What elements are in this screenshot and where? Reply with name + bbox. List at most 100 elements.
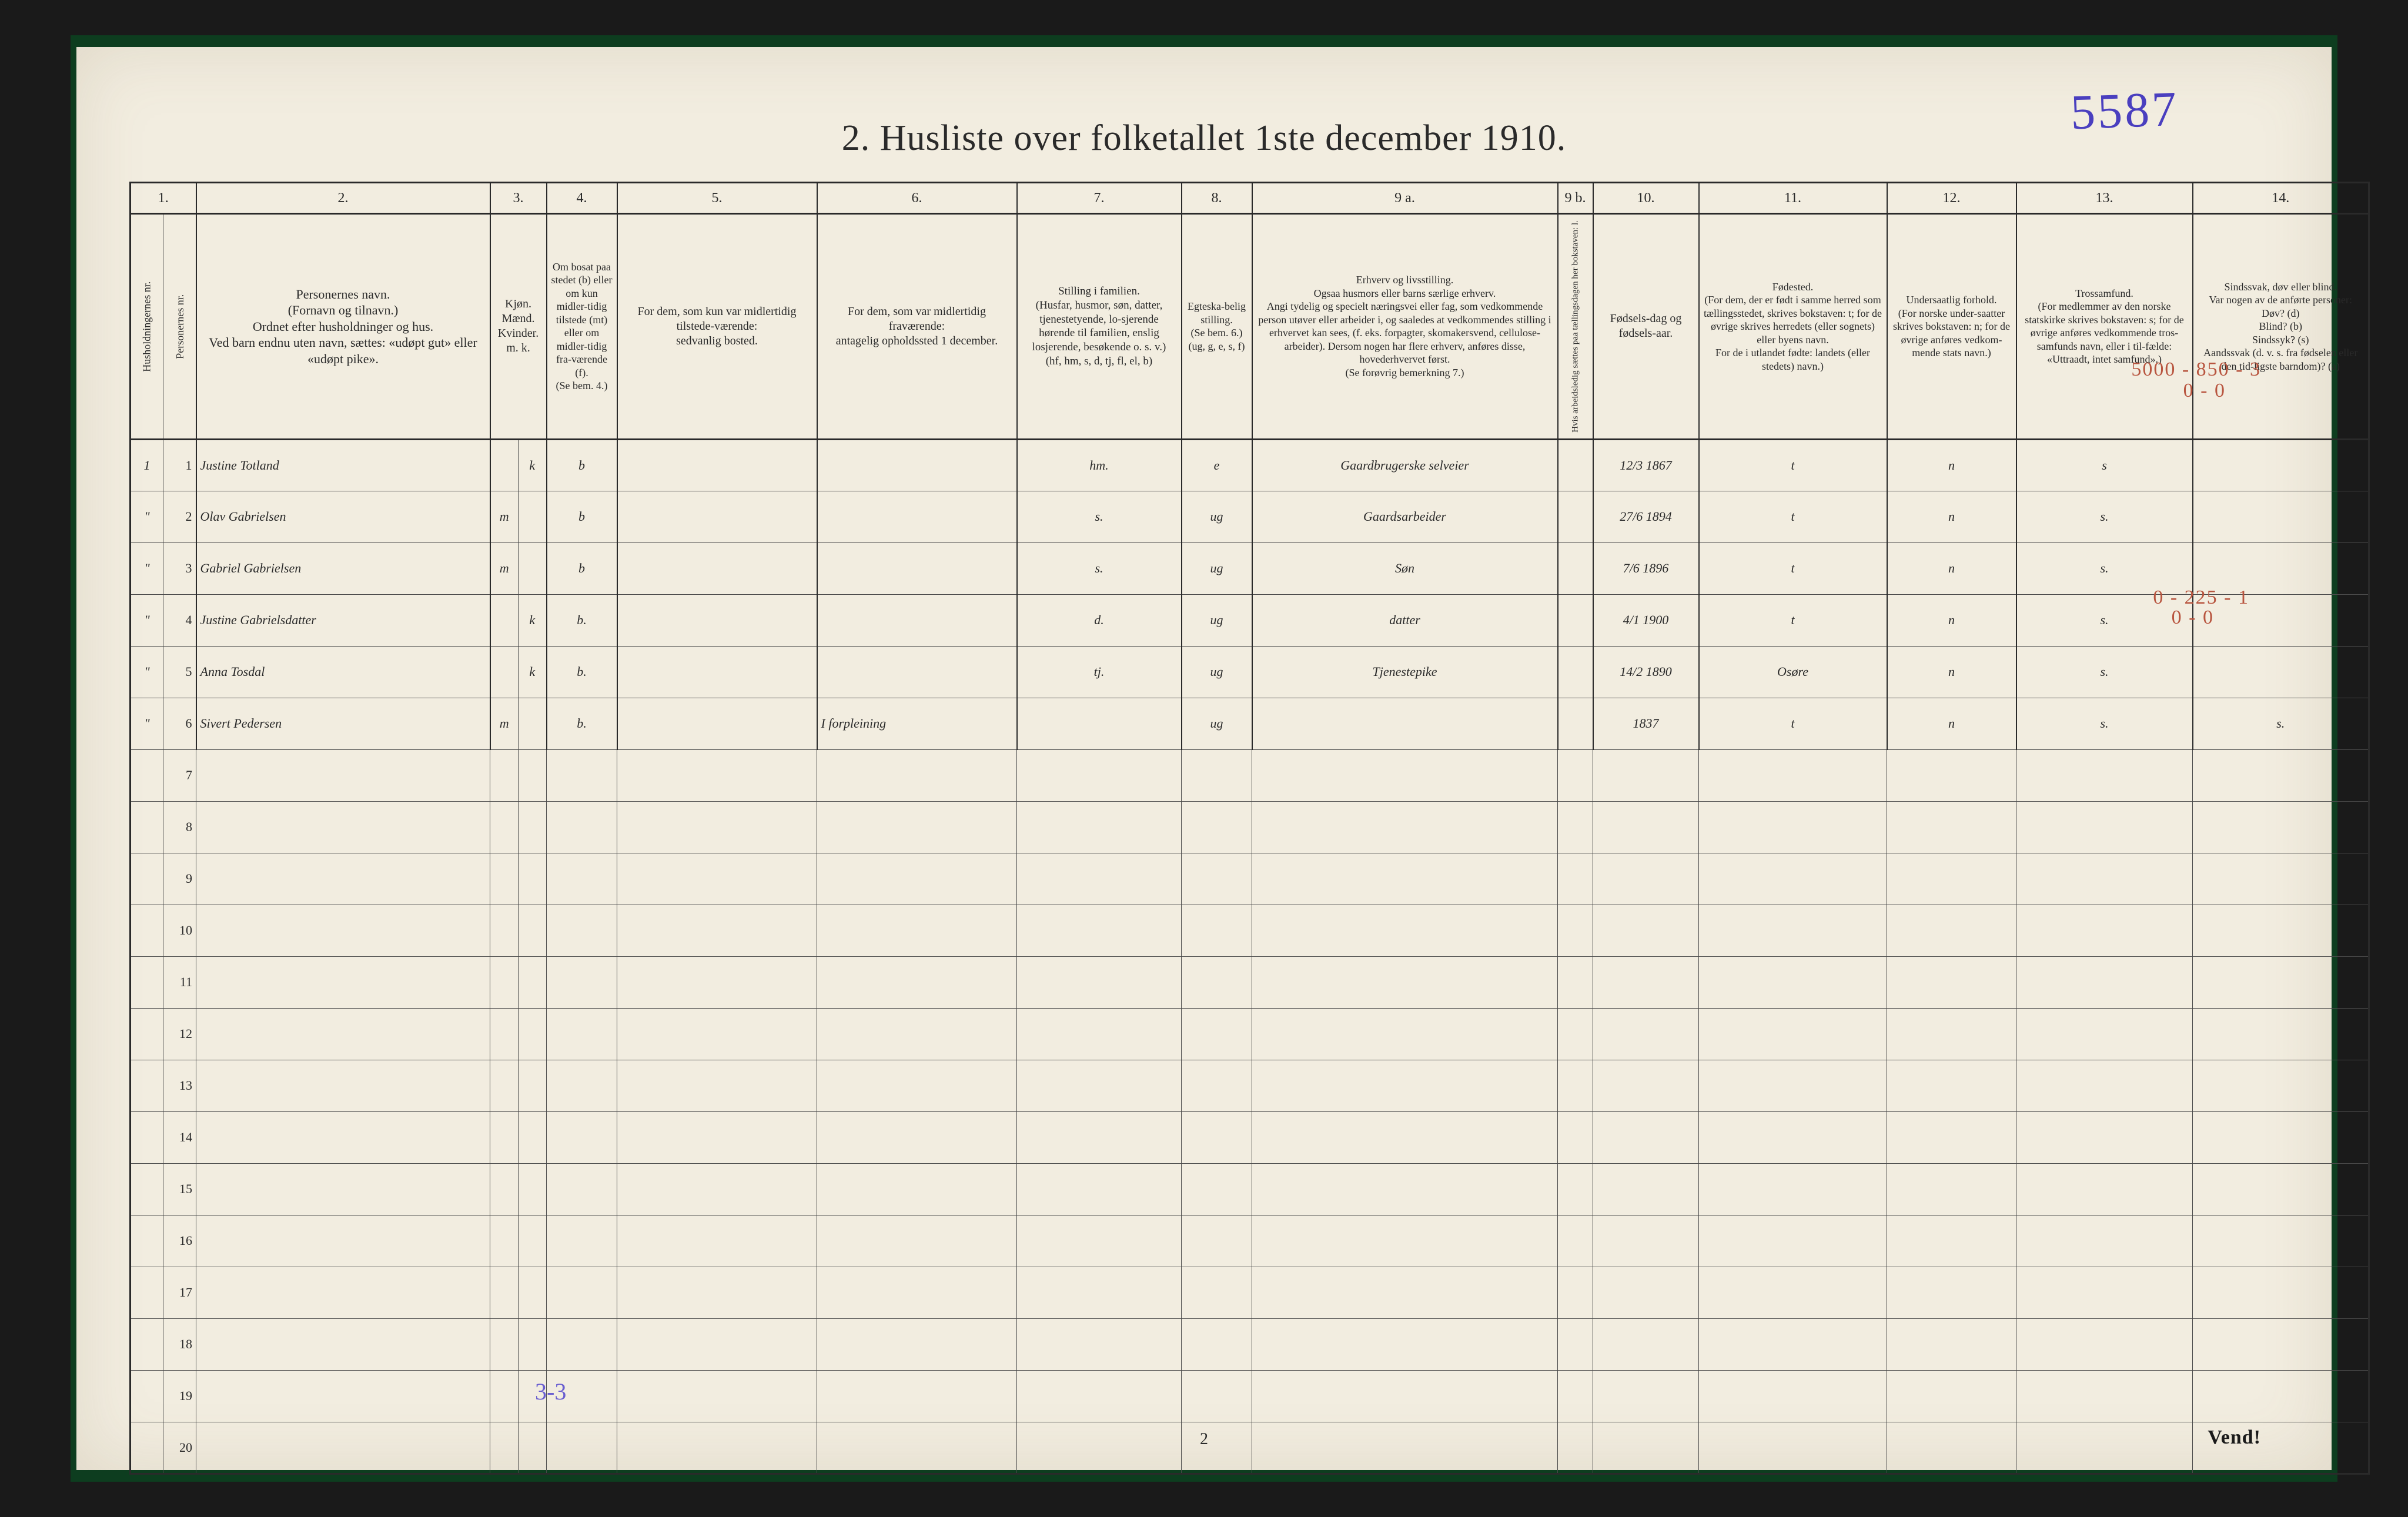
cell-blank (519, 1163, 547, 1215)
cell-blank: 11 (163, 956, 196, 1008)
cell-blank (617, 905, 817, 956)
cell-res: b (547, 439, 617, 491)
cell-blank (2193, 1215, 2369, 1267)
cell-eg: ug (1182, 542, 1252, 594)
cell-hh: 1 (131, 439, 163, 491)
cell-blank (1017, 1111, 1182, 1163)
cell-blank (490, 1422, 519, 1474)
secnum-2: 2. (196, 183, 490, 214)
cell-c5 (617, 439, 817, 491)
cell-eg: ug (1182, 594, 1252, 646)
cell-blank (196, 1267, 490, 1318)
cell-blank (2193, 956, 2369, 1008)
cell-blank (131, 853, 163, 905)
cell-und: n (1887, 542, 2016, 594)
cell-blank (196, 1060, 490, 1111)
cell-hh: " (131, 646, 163, 698)
cell-blank (547, 956, 617, 1008)
cell-dob: 4/1 1900 (1593, 594, 1699, 646)
cell-hh: " (131, 491, 163, 542)
cell-blank (1699, 1422, 1887, 1474)
cell-blank (817, 1008, 1017, 1060)
cell-blank (2016, 956, 2193, 1008)
cell-dob: 1837 (1593, 698, 1699, 749)
cell-blank (196, 956, 490, 1008)
cell-blank (1593, 1111, 1699, 1163)
cell-blank: 12 (163, 1008, 196, 1060)
cell-blank (1593, 1163, 1699, 1215)
cell-k (519, 542, 547, 594)
cell-blank (2193, 1060, 2369, 1111)
cell-blank (1017, 853, 1182, 905)
cell-c14 (2193, 646, 2369, 698)
cell-blank (519, 1111, 547, 1163)
cell-blank (1017, 749, 1182, 801)
cell-blank (131, 1318, 163, 1370)
cell-blank (1558, 1008, 1593, 1060)
cell-name: Sivert Pedersen (196, 698, 490, 749)
footer-page-number: 2 (1200, 1430, 1208, 1449)
cell-blank (1182, 1060, 1252, 1111)
cell-blank (1699, 1215, 1887, 1267)
cell-k (519, 698, 547, 749)
cell-blank (817, 1111, 1017, 1163)
secnum-10: 10. (1593, 183, 1699, 214)
cell-l (1558, 439, 1593, 491)
cell-name: Anna Tosdal (196, 646, 490, 698)
cell-blank (2193, 749, 2369, 801)
hdr-c10: Fødsels-dag og fødsels-aar. (1593, 214, 1699, 440)
cell-blank (547, 1008, 617, 1060)
cell-blank (1182, 853, 1252, 905)
cell-blank (490, 905, 519, 956)
cell-l (1558, 542, 1593, 594)
cell-name: Justine Gabrielsdatter (196, 594, 490, 646)
cell-blank (1252, 1422, 1558, 1474)
pencil-annot-tr1: 5000 - 850 - 3 (2131, 359, 2261, 381)
cell-l (1558, 698, 1593, 749)
cell-tro: s. (2016, 491, 2193, 542)
cell-blank: 7 (163, 749, 196, 801)
cell-blank (1017, 1318, 1182, 1370)
hdr-c14: Sindssvak, døv eller blind. Var nogen av… (2193, 214, 2369, 440)
cell-blank (617, 749, 817, 801)
cell-erhv: datter (1252, 594, 1558, 646)
cell-blank (2016, 1267, 2193, 1318)
cell-blank (519, 801, 547, 853)
cell-blank (2193, 1267, 2369, 1318)
cell-c5 (617, 594, 817, 646)
cell-blank (817, 905, 1017, 956)
hdr-c9a: Erhverv og livsstilling. Ogsaa husmors e… (1252, 214, 1558, 440)
cell-blank (1887, 1267, 2016, 1318)
cell-blank (1017, 801, 1182, 853)
table-row: "3Gabriel Gabrielsenmbs.ugSøn7/6 1896tns… (131, 542, 2369, 594)
cell-blank (1593, 853, 1699, 905)
cell-blank (1593, 1318, 1699, 1370)
cell-blank (519, 1215, 547, 1267)
cell-blank (1593, 956, 1699, 1008)
cell-c5 (617, 491, 817, 542)
cell-blank (131, 1111, 163, 1163)
cell-fst: Osøre (1699, 646, 1887, 698)
cell-blank (547, 1163, 617, 1215)
cell-c6 (817, 542, 1017, 594)
cell-blank (1593, 1267, 1699, 1318)
cell-blank (1887, 1060, 2016, 1111)
cell-blank (1252, 1318, 1558, 1370)
cell-blank (1182, 1008, 1252, 1060)
cell-blank (1017, 1060, 1182, 1111)
cell-blank (519, 1060, 547, 1111)
cell-blank (196, 905, 490, 956)
table-row-blank: 20 (131, 1422, 2369, 1474)
cell-dob: 27/6 1894 (1593, 491, 1699, 542)
cell-blank (1887, 1422, 2016, 1474)
cell-blank: 15 (163, 1163, 196, 1215)
cell-blank (1017, 1370, 1182, 1422)
cell-blank (490, 749, 519, 801)
cell-m: m (490, 491, 519, 542)
pencil-annot-tr2: 0 - 0 (2183, 380, 2226, 402)
cell-res: b. (547, 594, 617, 646)
cell-blank: 18 (163, 1318, 196, 1370)
cell-erhv: Søn (1252, 542, 1558, 594)
cell-blank (1558, 1060, 1593, 1111)
cell-blank (547, 905, 617, 956)
